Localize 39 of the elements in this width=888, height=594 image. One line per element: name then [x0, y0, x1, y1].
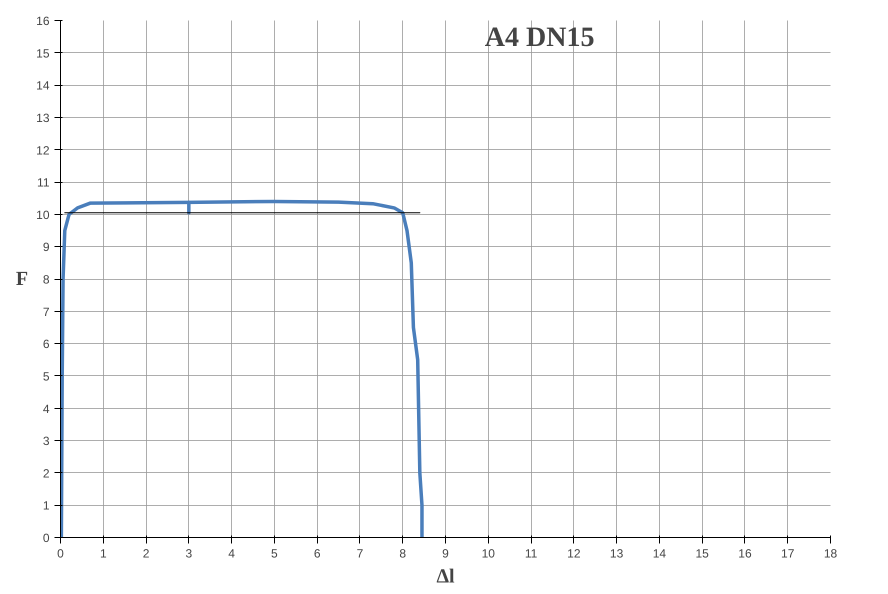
- x-tick-label: 10: [482, 546, 496, 560]
- y-tick-label: 5: [42, 369, 50, 384]
- x-axis-title: Δl: [436, 566, 455, 588]
- x-tick-label: 7: [356, 546, 364, 560]
- y-tick-label: 1: [42, 498, 50, 513]
- y-tick-label: 3: [42, 434, 50, 448]
- x-tick-label: 9: [442, 546, 450, 560]
- x-tick-label: 11: [524, 546, 538, 560]
- x-tick-label: 15: [695, 546, 710, 560]
- y-tick-label: 4: [42, 402, 50, 416]
- y-axis-title: F: [16, 268, 28, 290]
- x-tick-label: 6: [314, 546, 321, 560]
- x-tick-label: 3: [185, 546, 192, 560]
- x-tick-label: 17: [781, 546, 795, 560]
- x-tick-label: 2: [142, 546, 150, 560]
- y-tick-label: 12: [36, 143, 50, 158]
- y-tick-label: 10: [36, 208, 50, 222]
- y-tick-label: 14: [36, 78, 50, 93]
- x-tick-label: 0: [57, 546, 64, 560]
- x-tick-label: 5: [271, 546, 278, 560]
- y-tick-label: 6: [42, 337, 50, 352]
- y-tick-label: 0: [42, 531, 50, 545]
- y-tick-label: 16: [36, 14, 50, 28]
- x-tick-label: 18: [824, 546, 838, 560]
- x-tick-label: 14: [652, 546, 666, 560]
- y-tick-label: 13: [36, 110, 50, 125]
- y-tick-label: 8: [42, 272, 50, 286]
- x-tick-label: 13: [610, 546, 624, 560]
- y-tick-label: 2: [42, 466, 50, 480]
- x-tick-label: 12: [567, 546, 581, 560]
- x-tick-label: 8: [399, 546, 406, 560]
- x-tick-label: 1: [100, 546, 107, 560]
- chart-title: A4 DN15: [484, 22, 594, 53]
- y-tick-label: 7: [42, 304, 50, 319]
- y-tick-label: 15: [36, 46, 50, 60]
- x-tick-label: 16: [738, 546, 752, 560]
- y-tick-label: 9: [42, 240, 50, 254]
- y-tick-label: 11: [37, 176, 50, 190]
- x-tick-label: 4: [228, 546, 236, 560]
